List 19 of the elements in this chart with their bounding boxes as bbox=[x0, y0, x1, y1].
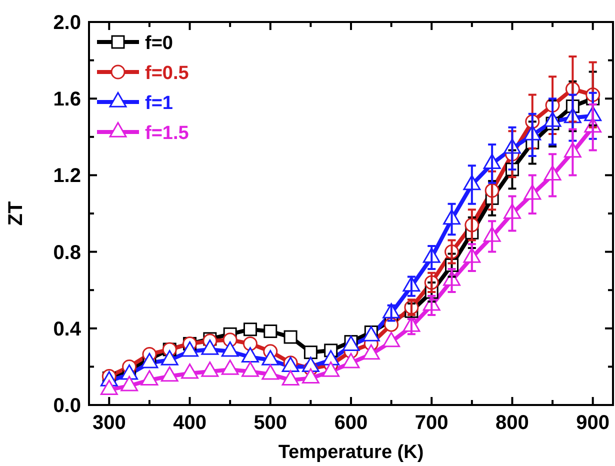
x-tick-label: 800 bbox=[496, 412, 529, 434]
legend-label: f=1.5 bbox=[145, 123, 190, 144]
y-tick-label: 0.4 bbox=[53, 318, 82, 340]
y-tick-label: 0.0 bbox=[53, 395, 81, 417]
x-tick-label: 500 bbox=[254, 412, 288, 434]
x-tick-label: 900 bbox=[576, 412, 610, 434]
legend-label: f=0 bbox=[145, 33, 173, 54]
y-tick-label: 1.2 bbox=[53, 165, 81, 188]
y-tick-label: 1.6 bbox=[53, 88, 81, 111]
y-tick-label: 0.8 bbox=[53, 242, 81, 264]
x-tick-label: 400 bbox=[173, 412, 206, 434]
legend-label: f=0.5 bbox=[145, 63, 190, 84]
y-tick-label: 2.0 bbox=[53, 12, 81, 34]
x-axis-title: Temperature (K) bbox=[278, 442, 424, 463]
y-axis-title: ZT bbox=[5, 201, 27, 226]
legend-label: f=1 bbox=[145, 93, 174, 114]
x-tick-label: 600 bbox=[334, 412, 368, 434]
x-tick-label: 700 bbox=[414, 412, 448, 434]
x-tick-label: 300 bbox=[92, 412, 126, 434]
